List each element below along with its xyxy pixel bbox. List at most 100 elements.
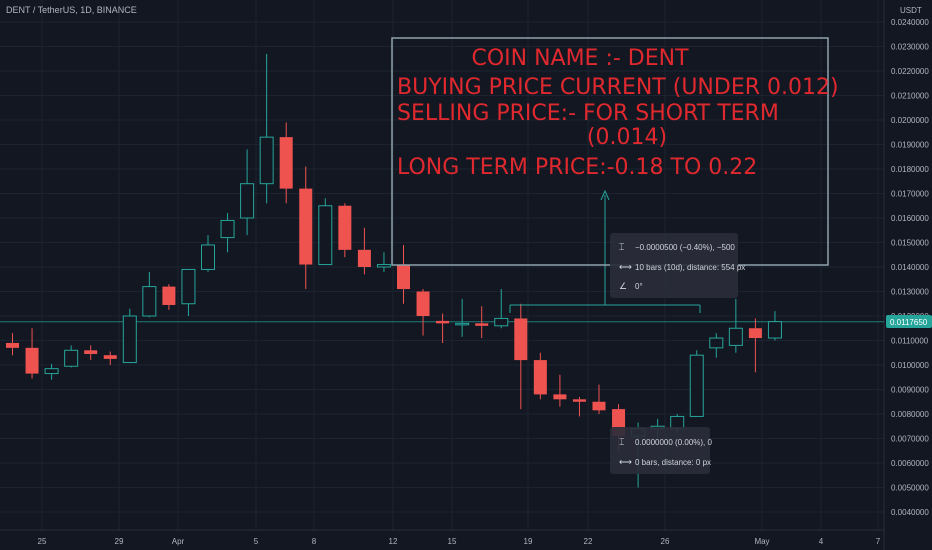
candle[interactable]	[514, 303, 528, 410]
time-tick-label: 4	[819, 537, 824, 546]
candle[interactable]	[455, 298, 470, 337]
candle[interactable]	[709, 333, 724, 358]
candle[interactable]	[259, 53, 274, 204]
measure-lines	[509, 189, 701, 313]
candle-body-up	[142, 286, 157, 317]
candle-body-down	[162, 286, 176, 305]
candle[interactable]	[162, 284, 176, 310]
candle-body-down	[533, 360, 547, 395]
candle-body-up	[767, 321, 782, 339]
candle-body-up	[689, 354, 704, 417]
price-tick-label: 0.0080000	[891, 410, 929, 419]
candle[interactable]	[553, 374, 567, 407]
candle[interactable]	[25, 328, 39, 379]
time-tick-label: May	[754, 537, 769, 546]
price-tick-label: 0.0190000	[891, 141, 929, 150]
candle[interactable]	[436, 313, 450, 343]
price-tick-label: 0.0220000	[891, 67, 929, 76]
price-tick-label: 0.0060000	[891, 459, 929, 468]
time-axis[interactable]: 25 29 Apr 5 8 12 15 19 22 26 May 4 7	[38, 537, 881, 546]
candle-body-down	[572, 399, 586, 402]
candle-body-up	[709, 337, 724, 349]
candle[interactable]	[181, 268, 196, 316]
candle[interactable]	[142, 271, 157, 318]
time-tick-label: 19	[524, 537, 533, 546]
candle-body-down	[748, 328, 762, 339]
measure-tooltip-1-angle: 0°	[635, 282, 643, 291]
price-axis[interactable]: USDT	[900, 6, 922, 15]
candle[interactable]	[728, 298, 743, 353]
candle[interactable]	[357, 227, 371, 275]
price-tick-label: 0.0070000	[891, 435, 929, 444]
price-tick-label: 0.0040000	[891, 508, 929, 517]
price-tick-label: 0.0100000	[891, 361, 929, 370]
candle-body-up	[455, 322, 470, 326]
measure-bars-icon: ⟷	[619, 262, 632, 272]
candle-body-up	[670, 415, 685, 430]
candle-body-up	[122, 315, 137, 364]
price-tick-label: 0.0110000	[891, 337, 929, 346]
time-tick-label: 15	[448, 537, 457, 546]
candle[interactable]	[103, 351, 117, 365]
candle[interactable]	[220, 213, 235, 253]
candle[interactable]	[592, 384, 606, 414]
candle[interactable]	[122, 308, 137, 364]
candle[interactable]	[6, 333, 19, 356]
measure-tooltip-2: ⌶ 0.0000000 (0.00%), 0 ⟷ 0 bars, distanc…	[610, 427, 712, 474]
candle-body-down	[553, 394, 567, 400]
candle[interactable]	[689, 350, 704, 417]
candle[interactable]	[397, 244, 410, 304]
measure-price-icon: ⌶	[619, 242, 624, 252]
time-tick-label: 22	[584, 537, 593, 546]
candle-body-up	[494, 317, 509, 327]
price-tick-label: 0.0140000	[891, 263, 929, 272]
candle[interactable]	[240, 149, 255, 236]
candle[interactable]	[533, 352, 547, 400]
time-tick-label: 25	[38, 537, 47, 546]
price-tick-label: 0.0090000	[891, 386, 929, 395]
candle-body-down	[299, 188, 313, 265]
candle-body-down	[25, 347, 39, 374]
candle-body-up	[181, 268, 196, 305]
candle-body-down	[514, 318, 528, 361]
candle[interactable]	[279, 122, 293, 204]
candle[interactable]	[299, 166, 313, 290]
candle-body-down	[416, 291, 430, 316]
candle[interactable]	[494, 289, 509, 329]
annotation-line-5: LONG TERM PRICE:-0.18 TO 0.22	[397, 155, 757, 180]
currency-label: USDT	[900, 6, 922, 15]
candle-body-down	[84, 350, 98, 354]
candle[interactable]	[201, 235, 215, 272]
candle[interactable]	[748, 318, 762, 373]
candle[interactable]	[475, 306, 489, 339]
measure-tooltip-2-bg	[610, 427, 710, 474]
candle[interactable]	[376, 252, 391, 272]
price-tick-label: 0.0230000	[891, 43, 929, 52]
candle[interactable]	[318, 198, 333, 266]
candle-body-down	[338, 205, 352, 250]
candle-body-down	[357, 249, 371, 267]
candles[interactable]	[6, 53, 782, 488]
candle[interactable]	[416, 289, 430, 336]
time-tick-label: 5	[254, 537, 259, 546]
measure-bars-icon-2: ⟷	[619, 457, 632, 467]
measure-tooltip-1-bg	[610, 233, 738, 298]
candle[interactable]	[338, 203, 352, 258]
candle-body-up	[728, 327, 743, 346]
measure-tooltip-2-price: 0.0000000 (0.00%), 0	[635, 438, 712, 447]
candle[interactable]	[44, 363, 59, 380]
candle-body-up	[240, 183, 255, 219]
candle[interactable]	[572, 396, 586, 417]
annotation-line-1: COIN NAME :- DENT	[471, 46, 689, 71]
candle-body-up	[259, 136, 274, 185]
candle-body-down	[397, 264, 410, 290]
candle-body-down	[279, 137, 293, 189]
price-tick-label: 0.0130000	[891, 288, 929, 297]
candle-body-up	[201, 244, 215, 270]
candle[interactable]	[767, 311, 782, 341]
candle-body-up	[376, 264, 391, 268]
candle-body-down	[103, 355, 117, 359]
candle[interactable]	[64, 345, 79, 368]
candle[interactable]	[84, 345, 98, 361]
